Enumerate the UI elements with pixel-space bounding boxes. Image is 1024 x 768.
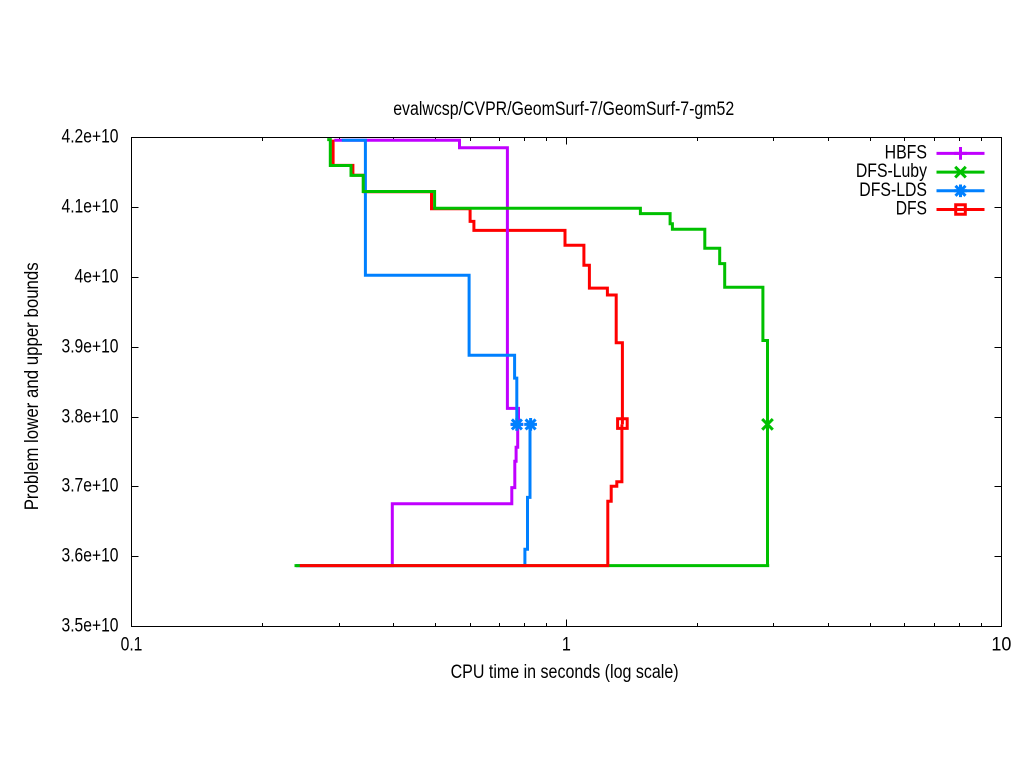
svg-text:3.9e+10: 3.9e+10 xyxy=(62,337,119,358)
svg-text:4.2e+10: 4.2e+10 xyxy=(62,127,119,148)
svg-text:4.1e+10: 4.1e+10 xyxy=(62,197,119,218)
svg-text:Problem lower and upper bounds: Problem lower and upper bounds xyxy=(22,262,43,510)
svg-text:3.8e+10: 3.8e+10 xyxy=(62,407,119,428)
svg-text:DFS-Luby: DFS-Luby xyxy=(856,161,928,182)
svg-text:3.6e+10: 3.6e+10 xyxy=(62,546,119,567)
svg-text:3.5e+10: 3.5e+10 xyxy=(62,616,119,637)
svg-text:CPU time in seconds (log scale: CPU time in seconds (log scale) xyxy=(451,662,679,683)
svg-text:evalwcsp/CVPR/GeomSurf-7/GeomS: evalwcsp/CVPR/GeomSurf-7/GeomSurf-7-gm52 xyxy=(393,99,734,120)
svg-text:DFS: DFS xyxy=(896,199,927,220)
svg-text:4e+10: 4e+10 xyxy=(75,267,119,288)
svg-text:1: 1 xyxy=(562,635,571,656)
svg-text:DFS-LDS: DFS-LDS xyxy=(859,180,927,201)
svg-text:10: 10 xyxy=(991,635,1011,656)
svg-text:0.1: 0.1 xyxy=(121,635,143,656)
svg-text:HBFS: HBFS xyxy=(885,142,927,163)
svg-text:3.7e+10: 3.7e+10 xyxy=(62,476,119,497)
